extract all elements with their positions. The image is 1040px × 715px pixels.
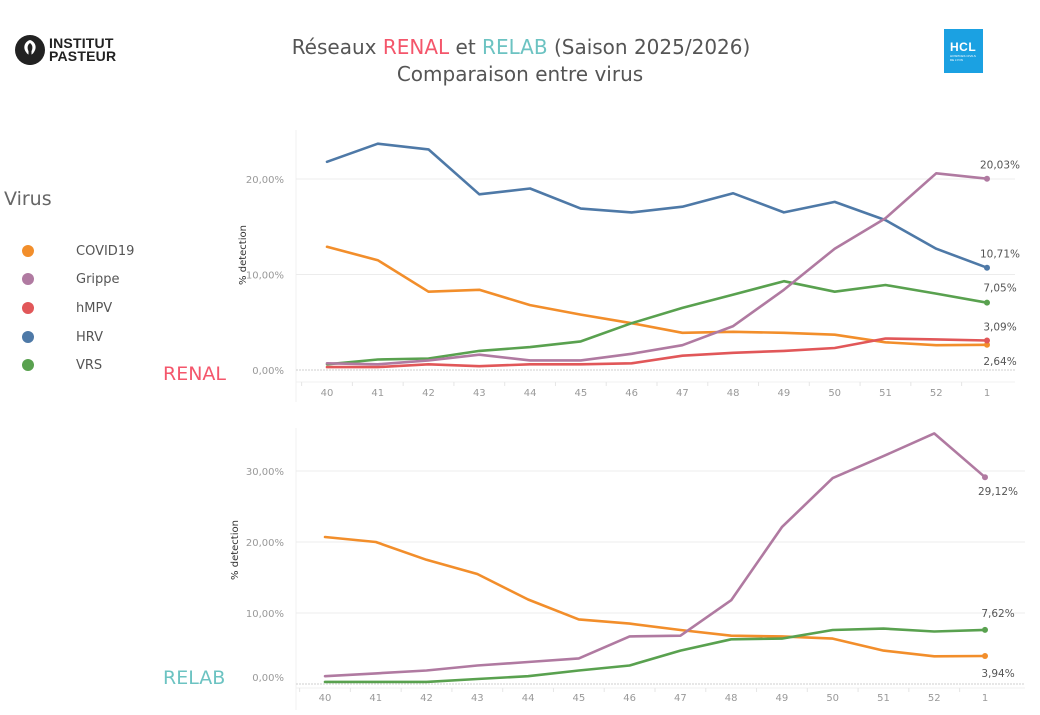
- x-tick-label: 46: [623, 693, 636, 704]
- x-tick-label: 42: [420, 693, 433, 704]
- x-tick-label: 42: [422, 388, 435, 399]
- legend-label: HRV: [76, 329, 103, 345]
- title-relab: RELAB: [482, 35, 548, 59]
- legend-color-dot-icon: [22, 273, 34, 285]
- x-tick-label: 1: [982, 693, 988, 704]
- y-tick-label: 0,00%: [252, 673, 284, 684]
- legend-item-hmpv[interactable]: hMPV: [22, 299, 112, 317]
- subtitle: Comparaison entre virus: [396, 62, 644, 86]
- series-line-grippe: [323, 432, 987, 678]
- x-tick-label: 49: [776, 693, 789, 704]
- end-value-label-vrs: 7,62%: [981, 608, 1014, 620]
- legend-item-covid19[interactable]: COVID19: [22, 242, 134, 260]
- end-value-label-vrs: 7,05%: [983, 283, 1016, 295]
- legend-label: VRS: [76, 357, 103, 373]
- end-value-label-grippe: 29,12%: [978, 486, 1018, 498]
- title-line: Réseaux RENAL et RELAB (Saison 2025/2026…: [2, 34, 1040, 61]
- series-endpoint-vrs: [982, 626, 988, 633]
- x-tick-label: 48: [725, 693, 738, 704]
- x-tick-label: 45: [572, 693, 585, 704]
- series-line-hmpv: [325, 337, 989, 369]
- x-tick-label: 1: [984, 388, 990, 399]
- institut-pasteur-logo: INSTITUT PASTEUR: [14, 34, 116, 66]
- series-line-vrs: [325, 279, 989, 366]
- end-value-label-hrv: 10,71%: [980, 249, 1020, 261]
- series-endpoint-grippe: [982, 474, 988, 481]
- hcl-logo-subtext: HOSPICES CIVILS DE LYON: [950, 54, 976, 62]
- legend-item-grippe[interactable]: Grippe: [22, 270, 120, 288]
- pasteur-emblem-icon: [15, 35, 45, 65]
- legend-label: hMPV: [76, 300, 113, 316]
- x-tick-label: 41: [371, 388, 384, 399]
- pasteur-logo-line1: INSTITUT: [49, 35, 114, 51]
- x-tick-label: 49: [778, 388, 791, 399]
- end-value-label-covid19: 3,94%: [981, 668, 1014, 680]
- series-line-hrv: [325, 142, 989, 270]
- x-tick-label: 46: [625, 388, 638, 399]
- end-value-label-hmpv: 3,09%: [983, 321, 1016, 333]
- legend-color-dot-icon: [22, 245, 34, 257]
- x-tick-label: 43: [471, 693, 484, 704]
- y-axis-title: % detection: [238, 225, 249, 285]
- hcl-logo-text: HCL: [950, 40, 977, 54]
- series-endpoint-vrs: [984, 299, 990, 306]
- title-mid: et: [449, 35, 483, 59]
- x-tick-label: 47: [676, 388, 689, 399]
- x-tick-label: 43: [473, 388, 486, 399]
- pasteur-logo-line2: PASTEUR: [49, 48, 117, 64]
- y-tick-label: 10,00%: [246, 271, 284, 282]
- x-tick-label: 52: [930, 388, 943, 399]
- y-axis-title: % detection: [230, 520, 241, 580]
- title-renal: RENAL: [382, 35, 450, 59]
- y-tick-label: 30,00%: [246, 467, 284, 478]
- series-endpoint-covid19: [982, 653, 988, 660]
- x-tick-label: 50: [826, 693, 839, 704]
- legend-item-vrs[interactable]: VRS: [22, 356, 102, 374]
- legend-color-dot-icon: [22, 331, 34, 343]
- x-tick-label: 40: [319, 693, 332, 704]
- series-line-covid19: [323, 535, 987, 658]
- title-suffix: (Saison 2025/2026): [547, 35, 751, 59]
- x-tick-label: 50: [828, 388, 841, 399]
- legend-item-hrv[interactable]: HRV: [22, 328, 103, 346]
- x-tick-label: 47: [674, 693, 687, 704]
- legend-label: COVID19: [76, 243, 135, 259]
- x-tick-label: 48: [727, 388, 740, 399]
- hcl-logo: HCL HOSPICES CIVILS DE LYON: [944, 29, 983, 73]
- end-value-label-covid19: 2,64%: [983, 356, 1016, 368]
- legend-label: Grippe: [76, 271, 120, 287]
- x-tick-label: 44: [522, 693, 535, 704]
- x-tick-label: 51: [879, 388, 892, 399]
- legend-color-dot-icon: [22, 302, 34, 314]
- legend-color-dot-icon: [22, 359, 34, 371]
- series-endpoint-hmpv: [984, 337, 990, 344]
- x-tick-label: 44: [524, 388, 537, 399]
- renal-network-label: RENAL: [163, 363, 227, 385]
- end-value-label-grippe: 20,03%: [980, 160, 1020, 172]
- series-endpoint-hrv: [984, 264, 990, 271]
- series-endpoint-covid19: [984, 341, 990, 348]
- x-tick-label: 52: [928, 693, 941, 704]
- y-tick-label: 10,00%: [246, 609, 284, 620]
- series-line-vrs: [323, 627, 987, 684]
- y-tick-label: 0,00%: [252, 366, 284, 377]
- x-tick-label: 41: [369, 693, 382, 704]
- y-tick-label: 20,00%: [246, 538, 284, 549]
- title-prefix: Réseaux: [291, 35, 383, 59]
- dashboard-title: Réseaux RENAL et RELAB (Saison 2025/2026…: [0, 34, 1040, 88]
- relab-network-label: RELAB: [163, 667, 226, 689]
- y-tick-label: 20,00%: [246, 175, 284, 186]
- x-tick-label: 40: [321, 388, 334, 399]
- x-tick-label: 51: [877, 693, 890, 704]
- legend-title: Virus: [4, 188, 52, 210]
- x-tick-label: 45: [574, 388, 587, 399]
- series-endpoint-grippe: [984, 175, 990, 182]
- series-line-grippe: [325, 172, 989, 366]
